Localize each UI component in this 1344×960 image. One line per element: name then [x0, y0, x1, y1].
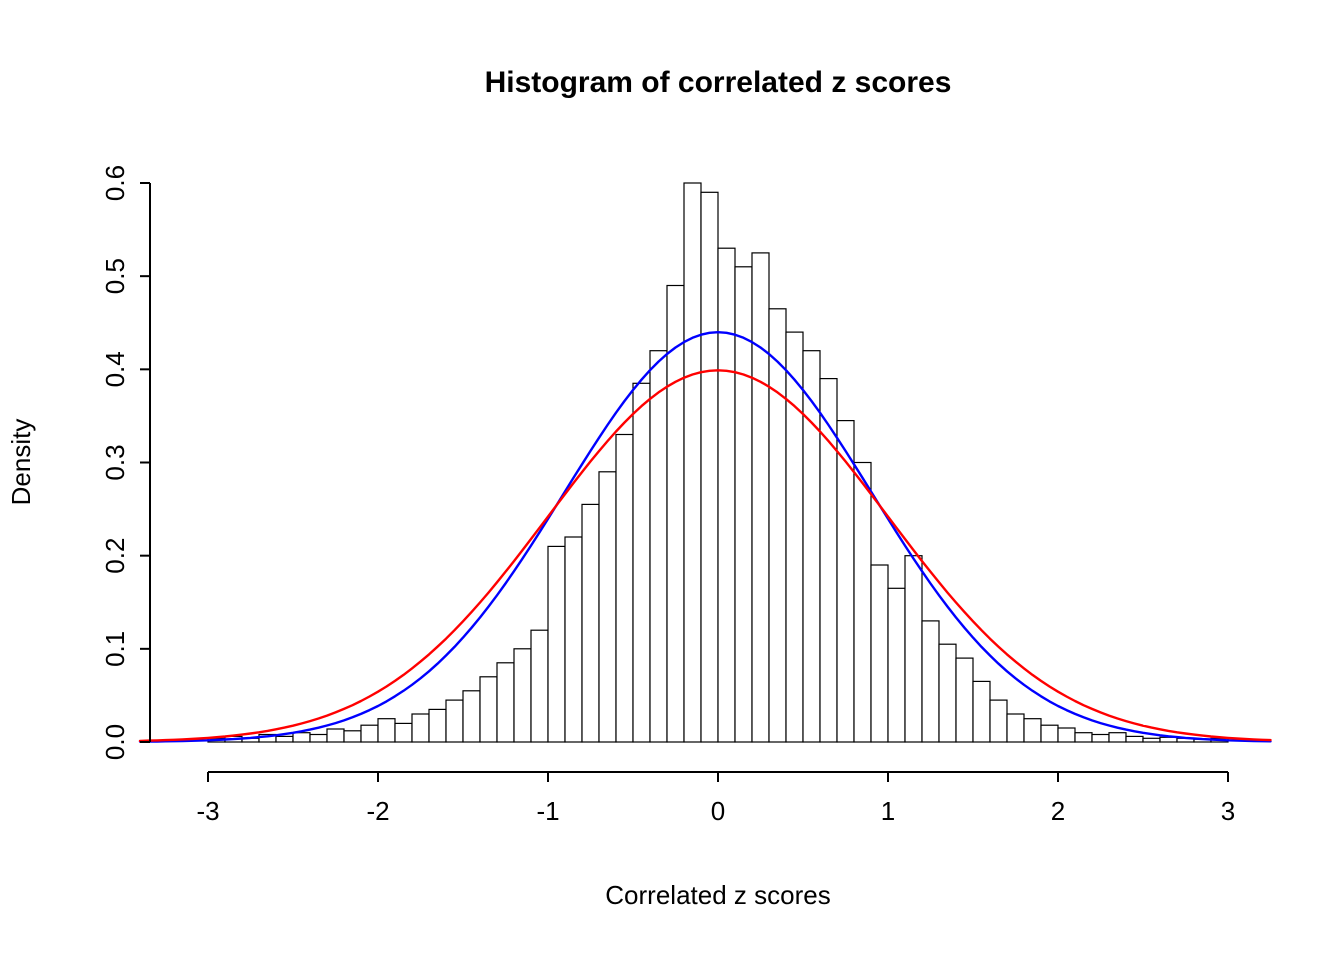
x-tick-label: -2 [366, 796, 389, 826]
histogram-bar [394, 722, 413, 743]
histogram-bar [632, 382, 651, 743]
histogram-bar [938, 643, 957, 743]
histogram-bar [598, 471, 617, 743]
fitted-normal-curve [138, 331, 1272, 743]
histogram-bar [1040, 724, 1059, 743]
x-axis-label: Correlated z scores [605, 880, 830, 910]
histogram-bar [989, 699, 1008, 743]
histogram-bars [207, 182, 1229, 743]
histogram-bar [309, 733, 328, 743]
histogram-bar [768, 308, 787, 743]
histogram-bar [955, 657, 974, 743]
histogram-bar [1006, 713, 1025, 743]
histogram-bar [1108, 732, 1127, 743]
y-tick-label: 0.1 [100, 631, 130, 667]
histogram-bar [496, 662, 515, 743]
histogram-bar [870, 564, 889, 743]
y-tick-label: 0.4 [100, 351, 130, 387]
histogram-bar [462, 690, 481, 743]
histogram-bar [564, 536, 583, 743]
histogram-bar [717, 247, 736, 743]
histogram-bar [683, 182, 702, 743]
chart-title: Histogram of correlated z scores [485, 66, 952, 99]
histogram-bar [479, 676, 498, 743]
histogram-bar [428, 708, 447, 743]
y-tick-label: 0.0 [100, 724, 130, 760]
x-tick-label: 0 [711, 796, 725, 826]
histogram-bar [530, 629, 549, 743]
histogram-bar [972, 680, 991, 743]
histogram-bar [1142, 737, 1161, 743]
histogram-bar [581, 503, 600, 743]
histogram-bar [292, 732, 311, 743]
histogram-bar [904, 555, 923, 743]
histogram-bar [275, 735, 294, 743]
x-tick-label: 2 [1051, 796, 1065, 826]
x-tick-label: 3 [1221, 796, 1235, 826]
histogram-bar [377, 718, 396, 743]
y-tick-label: 0.6 [100, 165, 130, 201]
histogram-bar [1023, 718, 1042, 743]
y-tick-label: 0.2 [100, 538, 130, 574]
histogram-bar [751, 252, 770, 743]
histogram-bar [411, 713, 430, 743]
histogram-bar [1057, 727, 1076, 743]
tick-labels: -3 -2 -1 0 1 2 3 0.0 0.1 0.2 0.3 0.4 0.5 0.6 [100, 165, 1235, 826]
histogram-bar [326, 728, 345, 743]
histogram-bar [1074, 732, 1093, 743]
histogram-bar [360, 724, 379, 743]
histogram-bar [343, 730, 362, 743]
histogram-bar [513, 648, 532, 743]
histogram-bar [853, 461, 872, 743]
y-tick-label: 0.3 [100, 444, 130, 480]
histogram-bar [700, 191, 719, 743]
y-axis-label: Density [6, 419, 36, 506]
histogram-bar [666, 284, 685, 743]
standard-normal-curve [138, 369, 1272, 743]
histogram-bar [1091, 733, 1110, 743]
x-tick-label: 1 [881, 796, 895, 826]
y-tick-label: 0.5 [100, 258, 130, 294]
histogram-bar [547, 545, 566, 743]
histogram-bar [785, 331, 804, 743]
histogram-bar [887, 587, 906, 743]
x-tick-label: -3 [196, 796, 219, 826]
axes [140, 182, 1229, 782]
histogram-bar [615, 433, 634, 743]
histogram-bar [921, 620, 940, 743]
histogram-bar [649, 350, 668, 743]
histogram-bar [445, 699, 464, 743]
histogram-bar [1125, 735, 1144, 743]
density-curves [138, 331, 1272, 743]
x-tick-label: -1 [536, 796, 559, 826]
